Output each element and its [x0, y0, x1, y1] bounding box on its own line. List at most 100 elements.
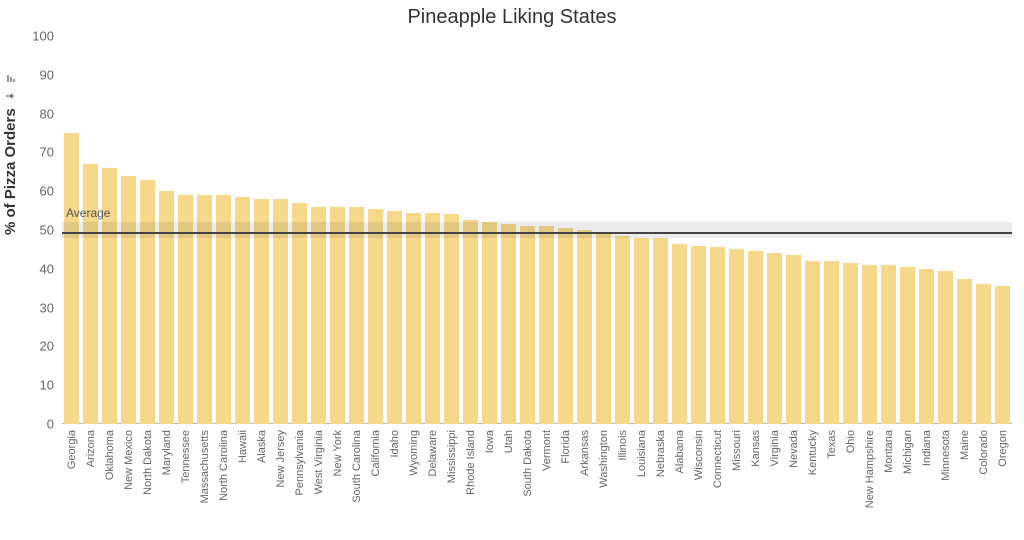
x-tick-label: Louisiana [636, 430, 648, 477]
bar[interactable] [64, 133, 79, 424]
average-band [62, 222, 1012, 238]
x-tick-label: New Jersey [275, 430, 287, 487]
bar[interactable] [463, 220, 478, 424]
chart-title: Pineapple Liking States [0, 6, 1024, 29]
x-label-slot: Montana [879, 426, 898, 538]
bar[interactable] [83, 164, 98, 424]
x-label-slot: Florida [556, 426, 575, 538]
x-tick-label: New Hampshire [864, 430, 876, 508]
x-label-slot: Idaho [385, 426, 404, 538]
x-label-slot: Arizona [81, 426, 100, 538]
bar[interactable] [121, 176, 136, 424]
x-tick-label: Delaware [427, 430, 439, 476]
bar[interactable] [577, 230, 592, 424]
x-tick-label: North Carolina [218, 430, 230, 501]
bar[interactable] [767, 253, 782, 424]
x-tick-label: West Virginia [313, 430, 325, 494]
x-tick-label: Michigan [902, 430, 914, 474]
x-label-slot: Kansas [746, 426, 765, 538]
bar[interactable] [501, 224, 516, 424]
bar[interactable] [938, 271, 953, 424]
pin-icon[interactable] [5, 90, 17, 102]
bar[interactable] [368, 209, 383, 424]
bar[interactable] [805, 261, 820, 424]
bar[interactable] [672, 244, 687, 424]
x-tick-label: Iowa [484, 430, 496, 453]
bar[interactable] [615, 236, 630, 424]
x-label-slot: Minnesota [936, 426, 955, 538]
bar[interactable] [729, 249, 744, 424]
x-label-slot: Utah [499, 426, 518, 538]
bar[interactable] [824, 261, 839, 424]
x-tick-label: Oregon [997, 430, 1009, 467]
x-tick-label: Ohio [845, 430, 857, 453]
x-tick-label: Pennsylvania [294, 430, 306, 495]
y-axis-label: % of Pizza Orders [2, 72, 19, 235]
x-tick-label: Utah [503, 430, 515, 453]
bar[interactable] [976, 284, 991, 424]
bar[interactable] [539, 226, 554, 424]
x-label-slot: Louisiana [632, 426, 651, 538]
bar[interactable] [881, 265, 896, 424]
x-label-slot: California [366, 426, 385, 538]
bar[interactable] [406, 213, 421, 424]
bar[interactable] [995, 286, 1010, 424]
bar[interactable] [140, 180, 155, 424]
bar[interactable] [919, 269, 934, 424]
bar[interactable] [957, 279, 972, 425]
bar[interactable] [691, 246, 706, 424]
average-label: Average [66, 206, 110, 220]
bar[interactable] [330, 207, 345, 424]
bar[interactable] [748, 251, 763, 424]
x-label-slot: Missouri [727, 426, 746, 538]
bar[interactable] [558, 228, 573, 424]
x-label-slot: Nevada [784, 426, 803, 538]
x-tick-label: South Carolina [351, 430, 363, 503]
x-label-slot: Washington [594, 426, 613, 538]
y-tick-label: 70 [20, 145, 62, 160]
y-tick-label: 30 [20, 300, 62, 315]
x-tick-label: Hawaii [237, 430, 249, 463]
y-tick-label: 0 [20, 417, 62, 432]
x-tick-label: Missouri [731, 430, 743, 471]
bar[interactable] [311, 207, 326, 424]
average-line [62, 232, 1012, 234]
bar[interactable] [653, 238, 668, 424]
y-tick-label: 40 [20, 261, 62, 276]
x-label-slot: South Dakota [518, 426, 537, 538]
x-tick-label: New York [332, 430, 344, 476]
x-tick-label: Maine [959, 430, 971, 460]
y-tick-label: 80 [20, 106, 62, 121]
chart-container: Pineapple Liking States % of Pizza Order… [0, 0, 1024, 540]
x-label-slot: Rhode Island [461, 426, 480, 538]
x-label-slot: North Dakota [138, 426, 157, 538]
y-axis-label-text: % of Pizza Orders [2, 108, 19, 235]
x-tick-label: Alaska [256, 430, 268, 463]
x-label-slot: Massachusetts [195, 426, 214, 538]
sort-descending-icon[interactable] [5, 72, 17, 84]
x-label-slot: Nebraska [651, 426, 670, 538]
x-tick-label: South Dakota [522, 430, 534, 497]
y-tick-label: 60 [20, 184, 62, 199]
x-label-slot: Connecticut [708, 426, 727, 538]
bar[interactable] [520, 226, 535, 424]
bar[interactable] [786, 255, 801, 424]
y-tick-label: 90 [20, 67, 62, 82]
bar[interactable] [444, 214, 459, 424]
bar[interactable] [710, 247, 725, 424]
bar[interactable] [387, 211, 402, 424]
x-label-slot: Virginia [765, 426, 784, 538]
bar[interactable] [425, 213, 440, 424]
x-tick-label: Oklahoma [104, 430, 116, 480]
bar[interactable] [862, 265, 877, 424]
x-tick-label: Kansas [750, 430, 762, 467]
bar[interactable] [596, 234, 611, 424]
bar[interactable] [900, 267, 915, 424]
x-label-slot: Kentucky [803, 426, 822, 538]
bar[interactable] [634, 238, 649, 424]
bar[interactable] [482, 222, 497, 424]
bar[interactable] [349, 207, 364, 424]
bar[interactable] [843, 263, 858, 424]
x-label-slot: New Jersey [271, 426, 290, 538]
plot-area: 0102030405060708090100Average [62, 36, 1012, 424]
